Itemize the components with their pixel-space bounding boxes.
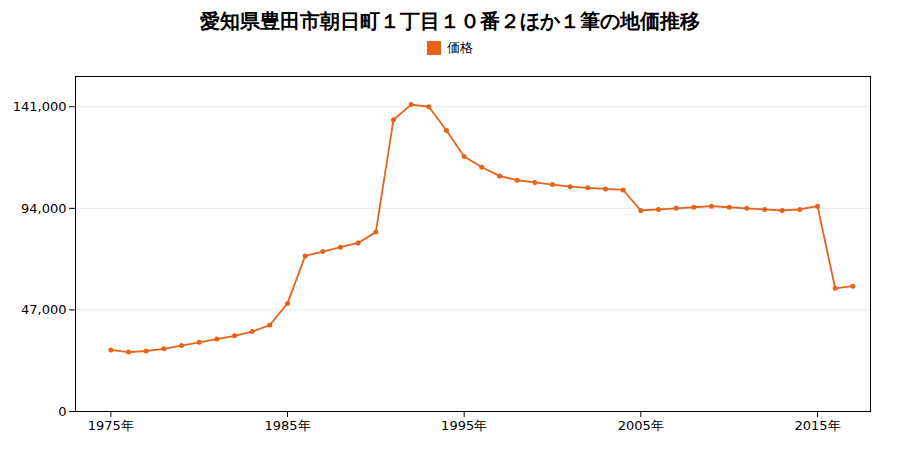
- svg-text:0: 0: [58, 404, 66, 419]
- svg-text:47,000: 47,000: [21, 302, 67, 317]
- html-text:価格: 価格: [447, 40, 473, 55]
- svg-text:2015年: 2015年: [794, 418, 840, 433]
- html-text:愛知県豊田市朝日町１丁目１０番２ほか１筆の地価推移: 愛知県豊田市朝日町１丁目１０番２ほか１筆の地価推移: [200, 9, 700, 33]
- svg-text:1985年: 1985年: [264, 418, 310, 433]
- svg-text:141,000: 141,000: [13, 99, 67, 114]
- svg-text:1995年: 1995年: [441, 418, 487, 433]
- svg-text:94,000: 94,000: [21, 200, 67, 215]
- svg-text:1975年: 1975年: [88, 418, 134, 433]
- svg-text:2005年: 2005年: [618, 418, 664, 433]
